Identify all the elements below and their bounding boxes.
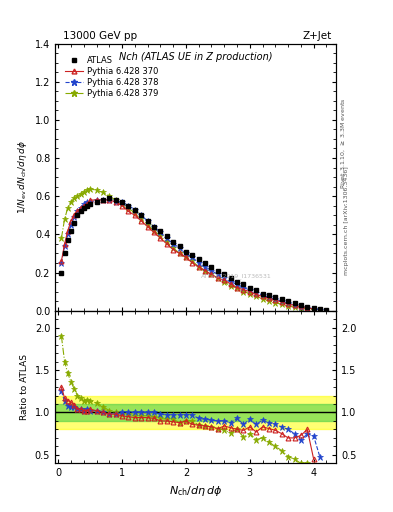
Text: Rivet 3.1.10, $\geq$ 3.3M events: Rivet 3.1.10, $\geq$ 3.3M events <box>340 98 347 189</box>
Y-axis label: $1/N_{\rm ev}\,dN_{\rm ch}/d\eta\,d\phi$: $1/N_{\rm ev}\,dN_{\rm ch}/d\eta\,d\phi$ <box>16 140 29 214</box>
Text: 13000 GeV pp: 13000 GeV pp <box>63 31 137 41</box>
Text: Z+Jet: Z+Jet <box>303 31 332 41</box>
Text: ATLAS_2019_I1736531: ATLAS_2019_I1736531 <box>201 273 272 279</box>
Legend: ATLAS, Pythia 6.428 370, Pythia 6.428 378, Pythia 6.428 379: ATLAS, Pythia 6.428 370, Pythia 6.428 37… <box>65 56 159 98</box>
Bar <box>55 404 336 421</box>
Text: Nch (ATLAS UE in Z production): Nch (ATLAS UE in Z production) <box>119 52 272 61</box>
Bar <box>55 395 336 430</box>
Y-axis label: Ratio to ATLAS: Ratio to ATLAS <box>20 354 29 420</box>
X-axis label: $N_{\rm ch}/d\eta\,d\phi$: $N_{\rm ch}/d\eta\,d\phi$ <box>169 484 222 498</box>
Text: mcplots.cern.ch [arXiv:1306.3436]: mcplots.cern.ch [arXiv:1306.3436] <box>344 166 349 274</box>
